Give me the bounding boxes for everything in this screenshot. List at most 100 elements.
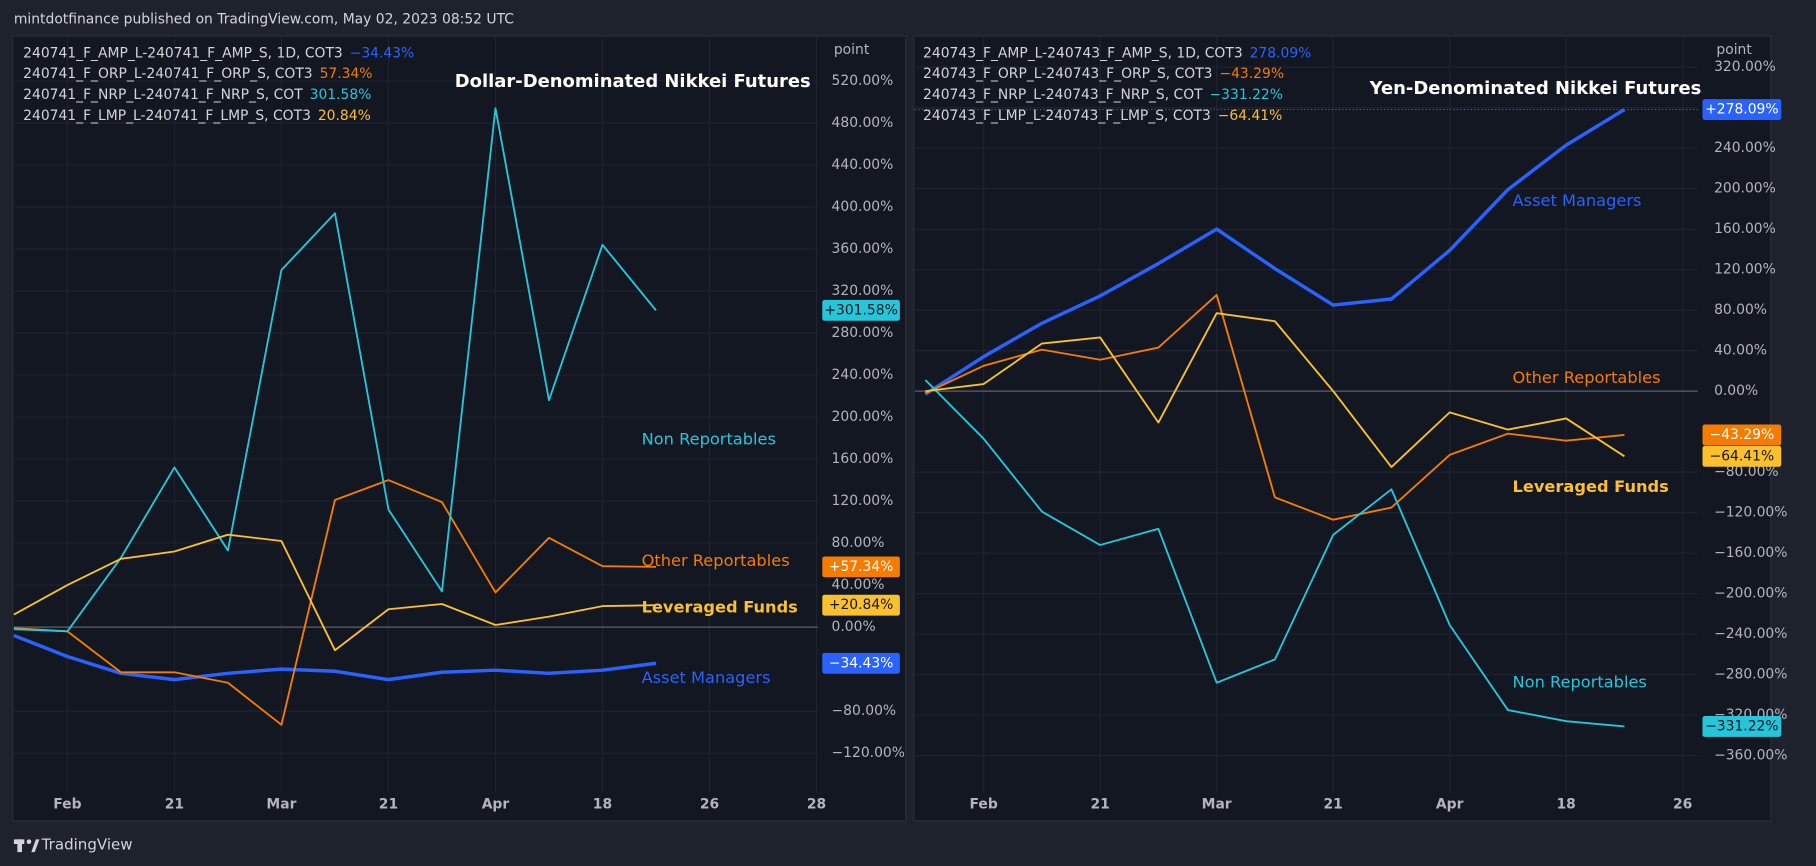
series-line: [924, 108, 1626, 396]
y-axis-label: point: [1716, 42, 1752, 58]
legend-value: −43.29%: [1219, 66, 1284, 82]
legend-ticker: 240743_F_LMP_L-240743_F_LMP_S, COT3: [923, 108, 1211, 124]
x-tick-label: 18: [593, 797, 612, 813]
chart-title: Yen-Denominated Nikkei Futures: [1369, 78, 1702, 99]
series-name: Asset Managers: [642, 668, 771, 687]
price-tag: [822, 556, 900, 578]
y-tick-label: 520.00%: [832, 73, 894, 89]
x-tick-label: 28: [807, 797, 826, 813]
x-tick-label: 21: [1324, 797, 1343, 813]
y-tick-label: 400.00%: [832, 199, 894, 215]
price-tag: [822, 652, 900, 674]
price-tag-label: −43.29%: [1710, 427, 1775, 443]
series-name: Leveraged Funds: [1513, 477, 1669, 496]
legend-ticker: 240741_F_LMP_L-240741_F_LMP_S, COT3: [23, 108, 311, 124]
header: mintdotfinance published on TradingView.…: [14, 12, 514, 28]
x-tick-label: 21: [379, 797, 398, 813]
y-tick-label: 200.00%: [1714, 181, 1776, 197]
x-tick-label: Feb: [53, 797, 81, 813]
y-tick-label: −120.00%: [1714, 505, 1787, 521]
logo: [13, 839, 40, 853]
legend-ticker: 240743_F_AMP_L-240743_F_AMP_S, 1D, COT3: [923, 45, 1243, 61]
y-tick-label: −280.00%: [1714, 667, 1787, 683]
series-name: Non Reportables: [1513, 673, 1647, 692]
x-tick-label: 26: [700, 797, 719, 813]
y-tick-label: −120.00%: [832, 745, 905, 761]
price-tag: [1702, 445, 1782, 467]
series-line: [924, 379, 1625, 728]
x-tick-label: Apr: [482, 797, 510, 813]
y-tick-label: 360.00%: [832, 241, 894, 257]
legend-value: −64.41%: [1218, 108, 1283, 124]
legend-value: 278.09%: [1250, 45, 1312, 61]
legend-ticker: 240741_F_ORP_L-240741_F_ORP_S, COT3: [23, 66, 312, 82]
price-tag-label: +20.84%: [829, 597, 894, 613]
y-tick-label: −80.00%: [832, 703, 897, 719]
price-tag-label: +301.58%: [824, 302, 897, 318]
price-tag-label: −34.43%: [829, 655, 894, 671]
legend-value: −34.43%: [350, 45, 415, 61]
y-axis-label: point: [834, 42, 870, 58]
y-tick-label: −200.00%: [1714, 586, 1787, 602]
series-name: Asset Managers: [1513, 191, 1642, 210]
right-pane: [913, 35, 1772, 822]
price-tag-label: −331.22%: [1705, 718, 1778, 734]
y-tick-label: 160.00%: [832, 451, 894, 467]
price-tag: [1702, 99, 1782, 120]
footer: TradingView: [41, 836, 133, 854]
price-tag: [1702, 424, 1782, 446]
y-tick-label: 40.00%: [1714, 343, 1767, 359]
price-tag: [822, 299, 900, 321]
x-tick-label: Mar: [266, 797, 296, 813]
series-name: Other Reportables: [642, 551, 790, 570]
legend-value: 301.58%: [310, 87, 372, 103]
x-tick-label: 21: [1090, 797, 1109, 813]
legend-value: 20.84%: [318, 108, 371, 124]
series-line: [925, 312, 1625, 468]
legend-ticker: 240743_F_NRP_L-240743_F_NRP_S, COT: [923, 87, 1203, 103]
x-tick-label: Mar: [1202, 797, 1232, 813]
series-line: [924, 294, 1625, 521]
x-tick-label: Apr: [1436, 797, 1464, 813]
x-tick-label: 21: [165, 797, 184, 813]
y-tick-label: −240.00%: [1714, 626, 1787, 642]
series-name: Leveraged Funds: [642, 597, 798, 616]
y-tick-label: 120.00%: [1714, 262, 1776, 278]
legend-value: 57.34%: [320, 66, 373, 82]
y-tick-label: 320.00%: [1714, 59, 1776, 75]
y-tick-label: 0.00%: [1714, 383, 1758, 399]
y-tick-label: 120.00%: [832, 493, 894, 509]
series-line: [13, 533, 656, 652]
y-tick-label: 280.00%: [832, 325, 894, 341]
y-tick-label: −360.00%: [1714, 748, 1787, 764]
x-tick-label: Feb: [969, 797, 997, 813]
price-tag-label: +57.34%: [829, 559, 894, 575]
y-tick-label: 40.00%: [832, 577, 885, 593]
y-tick-label: −160.00%: [1714, 545, 1787, 561]
x-tick-label: 26: [1673, 797, 1692, 813]
series-line: [13, 633, 657, 682]
y-tick-label: 240.00%: [1714, 140, 1776, 156]
chart-title: Dollar-Denominated Nikkei Futures: [455, 71, 811, 92]
series-line: [13, 479, 656, 726]
y-tick-label: 440.00%: [832, 157, 894, 173]
y-tick-label: 80.00%: [832, 535, 885, 551]
y-tick-label: 240.00%: [832, 367, 894, 383]
y-tick-label: −80.00%: [1714, 464, 1779, 480]
y-tick-label: 320.00%: [832, 283, 894, 299]
y-tick-label: 80.00%: [1714, 302, 1767, 318]
x-tick-label: 18: [1557, 797, 1576, 813]
y-tick-label: 160.00%: [1714, 221, 1776, 237]
price-tag-label: −64.41%: [1710, 448, 1775, 464]
y-tick-label: 480.00%: [832, 115, 894, 131]
series-name: Non Reportables: [642, 429, 776, 448]
legend-ticker: 240743_F_ORP_L-240743_F_ORP_S, COT3: [923, 66, 1212, 82]
price-tag: [822, 594, 900, 616]
y-tick-label: 200.00%: [832, 409, 894, 425]
series-line: [13, 107, 657, 633]
legend-ticker: 240741_F_NRP_L-240741_F_NRP_S, COT: [23, 87, 303, 103]
legend-value: −331.22%: [1210, 87, 1283, 103]
price-tag-label: +278.09%: [1705, 102, 1778, 118]
price-tag: [1702, 716, 1782, 737]
